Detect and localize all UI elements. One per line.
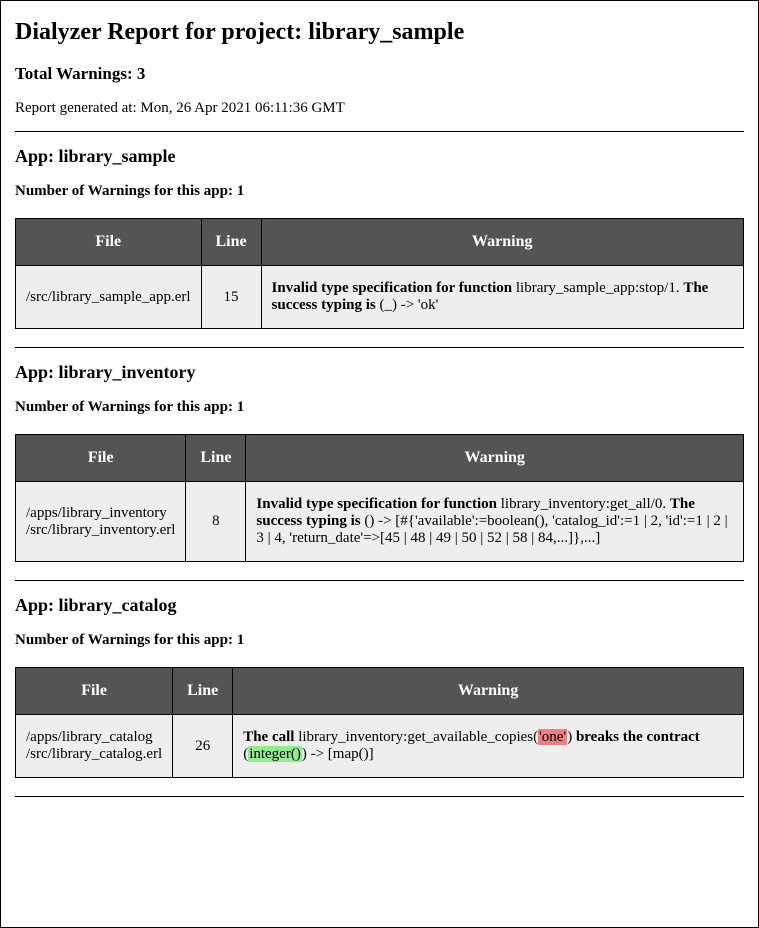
table-row: /apps/library_inventory /src/library_inv… <box>16 482 744 562</box>
generated-at: Report generated at: Mon, 26 Apr 2021 06… <box>15 100 744 117</box>
warning-text: integer() <box>248 746 302 762</box>
file-cell: /src/library_sample_app.erl <box>16 266 202 329</box>
file-cell: /apps/library_inventory /src/library_inv… <box>16 482 186 562</box>
warnings-table: FileLineWarning/apps/library_catalog /sr… <box>15 667 744 778</box>
line-cell: 26 <box>173 715 233 778</box>
warning-text: breaks the contract <box>576 729 700 745</box>
table-row: /src/library_sample_app.erl15Invalid typ… <box>16 266 744 329</box>
report-page: Dialyzer Report for project: library_sam… <box>0 0 759 928</box>
col-header-file: File <box>16 219 202 266</box>
app-warning-count: Number of Warnings for this app: 1 <box>15 399 744 416</box>
app-title: App: library_sample <box>15 146 744 167</box>
total-warnings: Total Warnings: 3 <box>15 64 744 84</box>
warning-cell: The call library_inventory:get_available… <box>233 715 744 778</box>
warning-text: (_) -> 'ok' <box>379 297 438 313</box>
warning-text: library_inventory:get_all/0. <box>501 496 670 512</box>
warning-text: The call <box>243 729 298 745</box>
col-header-line: Line <box>201 219 261 266</box>
col-header-file: File <box>16 435 186 482</box>
warning-text: library_inventory:get_available_copies( <box>298 729 538 745</box>
apps-container: App: library_sample Number of Warnings fo… <box>15 146 744 797</box>
file-cell: /apps/library_catalog /src/library_catal… <box>16 715 173 778</box>
col-header-line: Line <box>186 435 246 482</box>
warning-cell: Invalid type specification for function … <box>246 482 744 562</box>
line-cell: 15 <box>201 266 261 329</box>
divider <box>15 580 744 581</box>
table-row: /apps/library_catalog /src/library_catal… <box>16 715 744 778</box>
col-header-file: File <box>16 668 173 715</box>
warnings-table: FileLineWarning/apps/library_inventory /… <box>15 434 744 562</box>
warning-text: 'one' <box>538 729 567 745</box>
warnings-table: FileLineWarning/src/library_sample_app.e… <box>15 218 744 329</box>
warning-text: library_sample_app:stop/1. <box>516 280 683 296</box>
app-title: App: library_catalog <box>15 595 744 616</box>
col-header-warning: Warning <box>261 219 743 266</box>
warning-text: ) <box>567 729 576 745</box>
col-header-line: Line <box>173 668 233 715</box>
col-header-warning: Warning <box>246 435 744 482</box>
divider <box>15 131 744 132</box>
warning-text: Invalid type specification for function <box>272 280 516 296</box>
app-title: App: library_inventory <box>15 362 744 383</box>
divider <box>15 347 744 348</box>
warning-text: ) -> [map()] <box>302 746 374 762</box>
app-warning-count: Number of Warnings for this app: 1 <box>15 632 744 649</box>
line-cell: 8 <box>186 482 246 562</box>
report-title: Dialyzer Report for project: library_sam… <box>15 19 744 46</box>
col-header-warning: Warning <box>233 668 744 715</box>
divider <box>15 796 744 797</box>
warning-cell: Invalid type specification for function … <box>261 266 743 329</box>
app-warning-count: Number of Warnings for this app: 1 <box>15 183 744 200</box>
warning-text: Invalid type specification for function <box>256 496 500 512</box>
